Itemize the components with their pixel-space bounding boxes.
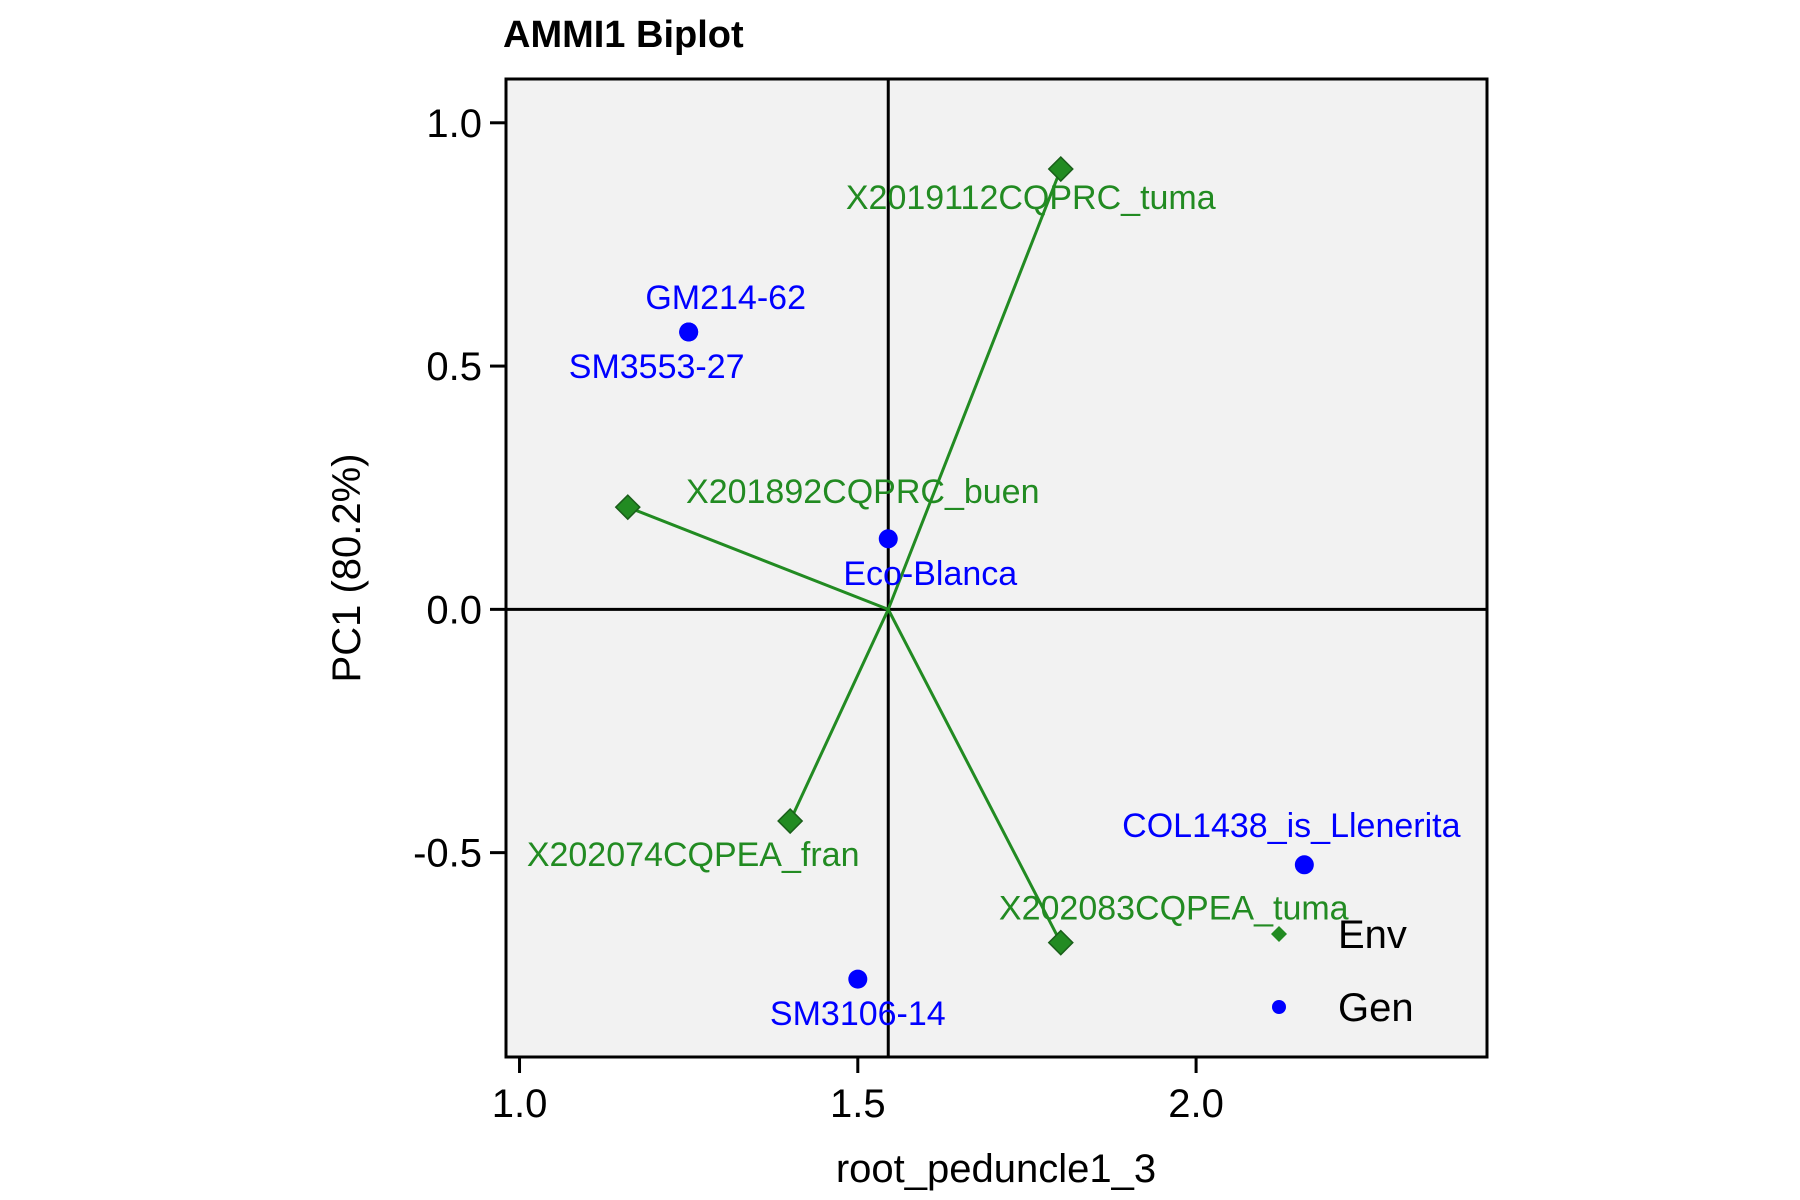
env-vector-line [627, 505, 889, 611]
point-label: GM214-62 [645, 279, 806, 317]
env-vector-line [788, 608, 890, 822]
plot-panel [506, 79, 1487, 1057]
y-tick-label: 0.0 [426, 588, 482, 632]
gen-point [1294, 855, 1314, 875]
chart-title: AMMI1 Biplot [503, 14, 744, 56]
legend: Env Gen [1271, 913, 1414, 1030]
point-label: SM3106-14 [770, 995, 946, 1033]
env-point [1047, 155, 1074, 183]
legend-env-marker [1271, 926, 1287, 942]
point-label: SM3553-27 [569, 348, 745, 386]
legend-gen-label: Gen [1338, 986, 1414, 1030]
env-vector-line [886, 168, 1063, 610]
y-tick-label: 0.5 [426, 345, 482, 389]
x-tick-label: 2.0 [1168, 1082, 1224, 1126]
point-label: X201892CQPRC_buen [686, 473, 1039, 511]
y-tick-label: 1.0 [426, 102, 482, 146]
y-tick-label: -0.5 [413, 832, 482, 876]
x-tick-label: 1.5 [830, 1082, 886, 1126]
env-point [777, 807, 804, 835]
env-point [1047, 929, 1074, 956]
env-vector-line [886, 608, 1063, 944]
plot-frame [504, 77, 1489, 1059]
gen-point [878, 529, 898, 549]
point-label: COL1438_is_Llenerita [1122, 807, 1460, 845]
point-label: X202074CQPEA_fran [527, 836, 860, 874]
gen-point [679, 322, 699, 342]
point-label: X202083CQPEA_tuma [999, 890, 1349, 928]
env-point [614, 494, 641, 521]
gen-point [848, 969, 868, 989]
y-axis-title: PC1 (80.2%) [325, 454, 369, 683]
x-axis-title: root_peduncle1_3 [836, 1147, 1156, 1191]
legend-env-label: Env [1338, 913, 1407, 957]
point-label: X2019112CQPRC_tuma [846, 179, 1216, 217]
legend-gen-marker [1272, 1000, 1286, 1014]
point-label: Eco-Blanca [843, 555, 1017, 593]
x-tick-label: 1.0 [492, 1082, 548, 1126]
